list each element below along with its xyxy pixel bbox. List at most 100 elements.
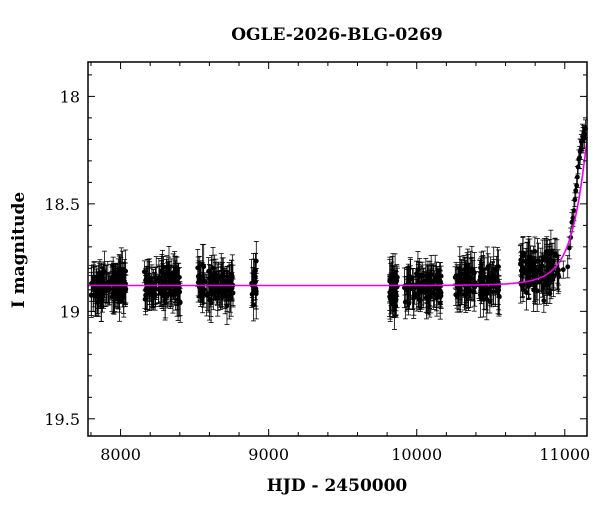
- data-point: [547, 291, 553, 297]
- data-point: [494, 277, 500, 283]
- data-point: [556, 274, 562, 280]
- data-point: [573, 188, 579, 193]
- data-point: [459, 280, 465, 286]
- data-point: [418, 274, 424, 279]
- data-point: [177, 299, 183, 305]
- data-point: [215, 290, 221, 296]
- data-point: [205, 291, 211, 297]
- data-point: [142, 296, 148, 302]
- data-point: [115, 276, 120, 282]
- data-point: [471, 289, 477, 295]
- x-tick-label: 11000: [539, 445, 590, 464]
- data-point: [544, 280, 550, 286]
- data-point: [226, 296, 232, 302]
- data-point: [101, 287, 107, 293]
- data-point: [162, 297, 168, 303]
- data-point: [201, 277, 207, 283]
- data-point: [390, 273, 396, 279]
- data-point: [168, 279, 174, 284]
- data-point: [253, 274, 258, 280]
- data-point: [121, 286, 127, 291]
- data-point: [198, 287, 204, 293]
- data-point: [479, 284, 484, 290]
- y-tick-label: 19.5: [44, 410, 80, 429]
- x-tick-label: 10000: [391, 445, 442, 464]
- data-point: [166, 264, 172, 270]
- data-point: [541, 298, 547, 303]
- data-point: [423, 291, 429, 297]
- data-point: [414, 292, 420, 298]
- data-point: [582, 131, 588, 137]
- data-point: [177, 274, 182, 280]
- data-point: [438, 273, 444, 279]
- model-curve: [88, 139, 588, 287]
- data-point: [206, 268, 211, 274]
- data-point: [551, 274, 557, 280]
- x-tick-label: 8000: [100, 445, 141, 464]
- y-tick-label: 18.5: [44, 195, 80, 214]
- data-point: [172, 279, 178, 284]
- data-point: [437, 280, 443, 286]
- data-point: [484, 286, 490, 292]
- data-point: [524, 261, 530, 267]
- axis-ticks: [88, 62, 587, 436]
- data-point: [110, 291, 116, 297]
- data-point: [520, 250, 526, 256]
- data-point: [153, 279, 159, 285]
- data-point: [393, 303, 399, 309]
- data-point: [574, 174, 580, 180]
- data-point: [392, 269, 398, 275]
- data-point: [406, 301, 412, 307]
- data-point: [408, 277, 413, 282]
- data-point: [121, 278, 127, 284]
- data-point: [478, 265, 483, 271]
- data-point: [429, 279, 435, 285]
- data-point: [425, 277, 431, 283]
- data-point: [490, 272, 495, 277]
- data-point: [388, 293, 394, 299]
- data-point: [548, 249, 554, 255]
- data-point: [437, 294, 443, 300]
- data-point: [574, 183, 580, 188]
- data-point: [249, 291, 255, 297]
- data-point: [214, 277, 220, 283]
- data-point: [107, 286, 112, 292]
- data-point: [157, 275, 162, 281]
- y-tick-label: 18: [60, 87, 80, 106]
- data-point: [159, 269, 164, 275]
- tick-labels: 8000 9000 10000 11000 18 18.5 19 19.5: [44, 87, 590, 464]
- data-point: [207, 297, 212, 303]
- data-point: [524, 290, 529, 296]
- data-point: [465, 262, 471, 268]
- chart-title: OGLE-2026-BLG-0269: [231, 25, 443, 45]
- data-point: [461, 271, 467, 277]
- data-point: [481, 297, 486, 302]
- data-point: [394, 274, 400, 280]
- x-tick-label: 9000: [248, 445, 289, 464]
- data-point: [88, 293, 94, 298]
- data-points: [88, 119, 589, 330]
- data-point: [541, 254, 547, 260]
- y-tick-label: 19: [60, 302, 80, 321]
- data-point: [484, 266, 490, 271]
- data-point: [143, 292, 149, 298]
- data-point: [560, 267, 566, 273]
- data-point: [571, 208, 577, 213]
- data-point: [496, 293, 502, 299]
- data-point: [91, 276, 97, 282]
- data-point: [518, 257, 524, 263]
- y-axis-label: I magnitude: [9, 192, 29, 309]
- x-axis-label: HJD - 2450000: [267, 476, 408, 496]
- data-point: [537, 268, 543, 274]
- data-point: [565, 264, 571, 270]
- data-point: [456, 290, 462, 296]
- data-point: [165, 274, 171, 280]
- data-point: [158, 290, 164, 295]
- plot-frame: [87, 61, 588, 437]
- data-point: [526, 274, 532, 280]
- data-point: [530, 268, 535, 274]
- data-point: [143, 277, 149, 283]
- data-point: [487, 299, 493, 305]
- data-point: [481, 291, 487, 297]
